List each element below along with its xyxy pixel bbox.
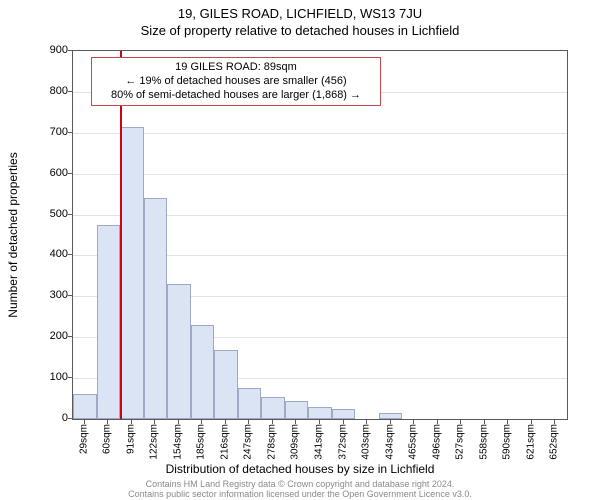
chart-subtitle: Size of property relative to detached ho… <box>0 21 600 38</box>
y-tick-mark <box>68 418 72 419</box>
x-tick-label: 216sqm <box>219 424 230 460</box>
x-tick-mark <box>366 420 367 424</box>
x-tick-label: 590sqm <box>502 424 513 460</box>
x-tick-mark <box>437 420 438 424</box>
y-tick-label: 600 <box>28 167 68 179</box>
y-tick-label: 200 <box>28 330 68 342</box>
x-tick-mark <box>484 420 485 424</box>
histogram-bar <box>73 394 97 419</box>
x-tick-mark <box>84 420 85 424</box>
x-tick-mark <box>178 420 179 424</box>
y-tick-label: 400 <box>28 248 68 260</box>
x-tick-label: 278sqm <box>266 424 277 460</box>
histogram-bar <box>261 397 285 419</box>
y-tick-label: 300 <box>28 289 68 301</box>
y-tick-mark <box>68 50 72 51</box>
x-tick-label: 434sqm <box>384 424 395 460</box>
x-tick-mark <box>131 420 132 424</box>
histogram-bar <box>379 413 403 419</box>
x-tick-label: 91sqm <box>125 424 136 454</box>
x-tick-label: 652sqm <box>549 424 560 460</box>
y-tick-label: 900 <box>28 44 68 56</box>
x-tick-mark <box>507 420 508 424</box>
x-tick-mark <box>554 420 555 424</box>
histogram-bar <box>144 198 168 419</box>
y-tick-label: 100 <box>28 371 68 383</box>
x-tick-mark <box>460 420 461 424</box>
x-tick-label: 558sqm <box>478 424 489 460</box>
y-tick-label: 700 <box>28 126 68 138</box>
y-tick-mark <box>68 214 72 215</box>
y-tick-mark <box>68 336 72 337</box>
x-tick-mark <box>343 420 344 424</box>
x-tick-label: 496sqm <box>431 424 442 460</box>
annotation-line: 19 GILES ROAD: 89sqm <box>98 61 374 75</box>
x-tick-mark <box>154 420 155 424</box>
histogram-bar <box>308 407 332 419</box>
plot-area: 19 GILES ROAD: 89sqm← 19% of detached ho… <box>72 50 568 420</box>
chart-title: 19, GILES ROAD, LICHFIELD, WS13 7JU <box>0 0 600 21</box>
y-tick-mark <box>68 132 72 133</box>
x-tick-label: 465sqm <box>408 424 419 460</box>
x-tick-mark <box>272 420 273 424</box>
gridline <box>73 174 567 175</box>
x-tick-label: 309sqm <box>290 424 301 460</box>
chart-container: 19, GILES ROAD, LICHFIELD, WS13 7JU Size… <box>0 0 600 500</box>
histogram-bar <box>97 225 121 419</box>
annotation-box: 19 GILES ROAD: 89sqm← 19% of detached ho… <box>91 57 381 106</box>
x-tick-mark <box>225 420 226 424</box>
x-tick-label: 403sqm <box>361 424 372 460</box>
x-tick-label: 621sqm <box>525 424 536 460</box>
y-axis-label: Number of detached properties <box>6 152 20 317</box>
footer-line-2: Contains public sector information licen… <box>0 490 600 500</box>
x-tick-mark <box>531 420 532 424</box>
x-tick-mark <box>248 420 249 424</box>
y-tick-mark <box>68 295 72 296</box>
histogram-bar <box>285 401 309 419</box>
histogram-bar <box>332 409 356 419</box>
x-tick-mark <box>295 420 296 424</box>
annotation-line: 80% of semi-detached houses are larger (… <box>98 89 374 103</box>
x-tick-label: 247sqm <box>243 424 254 460</box>
annotation-line: ← 19% of detached houses are smaller (45… <box>98 75 374 89</box>
y-tick-mark <box>68 173 72 174</box>
x-tick-label: 372sqm <box>337 424 348 460</box>
x-tick-mark <box>201 420 202 424</box>
y-tick-label: 500 <box>28 208 68 220</box>
histogram-bar <box>191 325 215 419</box>
histogram-bar <box>214 350 238 420</box>
y-tick-mark <box>68 91 72 92</box>
x-tick-mark <box>107 420 108 424</box>
x-axis-label: Distribution of detached houses by size … <box>0 462 600 476</box>
gridline <box>73 133 567 134</box>
y-tick-mark <box>68 377 72 378</box>
histogram-bar <box>167 284 191 419</box>
x-tick-label: 527sqm <box>455 424 466 460</box>
histogram-bar <box>238 388 262 419</box>
x-tick-mark <box>319 420 320 424</box>
x-tick-label: 154sqm <box>172 424 183 460</box>
x-tick-label: 122sqm <box>149 424 160 460</box>
histogram-bar <box>120 127 144 419</box>
y-tick-mark <box>68 254 72 255</box>
x-tick-label: 29sqm <box>78 424 89 454</box>
x-tick-mark <box>390 420 391 424</box>
x-tick-mark <box>413 420 414 424</box>
x-tick-label: 185sqm <box>196 424 207 460</box>
y-tick-label: 800 <box>28 85 68 97</box>
footer-attribution: Contains HM Land Registry data © Crown c… <box>0 480 600 500</box>
y-tick-label: 0 <box>28 412 68 424</box>
x-tick-label: 341sqm <box>314 424 325 460</box>
x-tick-label: 60sqm <box>102 424 113 454</box>
